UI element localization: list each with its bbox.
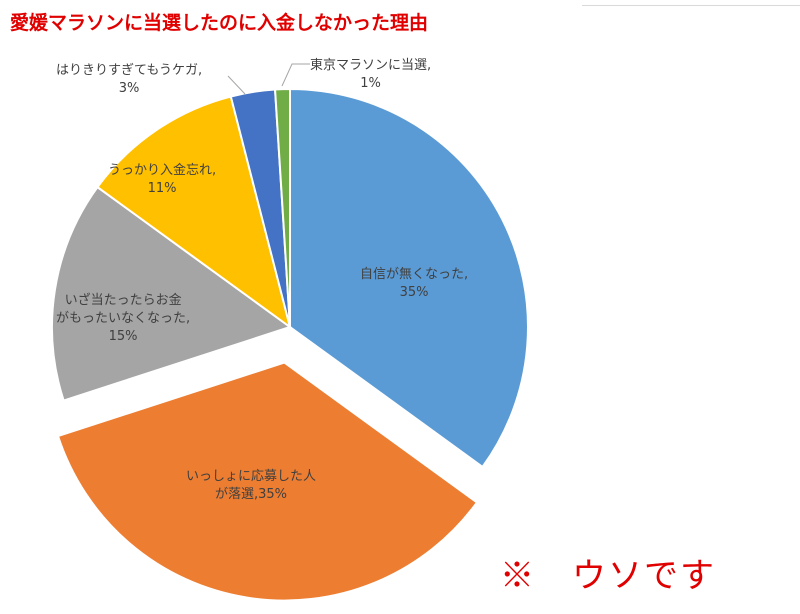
data-label-tokyo-marathon: 東京マラソンに当選, 1% xyxy=(310,57,431,93)
data-label-percent: 1% xyxy=(360,76,381,91)
data-label-injury: はりきりすぎてもうケガ, 3% xyxy=(56,62,202,98)
data-label-percent: 35% xyxy=(258,487,288,502)
data-label-forgot-payment: うっかり入金忘れ, 11% xyxy=(108,162,216,198)
divider xyxy=(582,5,800,6)
slice-lost-confidence xyxy=(289,87,529,469)
slice-tokyo-marathon xyxy=(273,87,291,328)
leader-line-injury xyxy=(227,75,246,95)
data-label-friend-lost: いっしょに応募した人 が落選,35% xyxy=(186,468,316,504)
leader-line-tokyo-marathon xyxy=(281,63,310,87)
data-label-text: 自信が無くなった, xyxy=(360,267,469,282)
disclaimer-text: ※ ウソです xyxy=(500,556,716,596)
slice-forgot-payment xyxy=(96,95,292,330)
data-label-percent: 11% xyxy=(147,181,177,196)
data-label-percent: 3% xyxy=(118,81,140,96)
slice-money-waste xyxy=(51,185,293,402)
data-label-percent: 15% xyxy=(108,329,138,344)
data-label-text: いっしょに応募した人 xyxy=(186,469,317,484)
slice-friend-lost xyxy=(56,361,479,602)
data-label-text: うっかり入金忘れ, xyxy=(108,163,217,178)
data-label-percent: 35% xyxy=(399,285,429,300)
data-label-text: はりきりすぎてもうケガ, xyxy=(56,63,203,78)
chart-title: 愛媛マラソンに当選したのに入金しなかった理由 xyxy=(10,12,429,34)
data-label-text: 東京マラソンに当選, xyxy=(310,58,432,73)
data-label-text: が落選, xyxy=(214,487,259,502)
data-label-text: がもったいなくなった, xyxy=(56,311,191,326)
data-label-text: いざ当たったらお金 xyxy=(64,293,182,308)
data-label-lost-confidence: 自信が無くなった, 35% xyxy=(360,266,468,302)
data-label-money-waste: いざ当たったらお金 がもったいなくなった, 15% xyxy=(56,292,190,346)
